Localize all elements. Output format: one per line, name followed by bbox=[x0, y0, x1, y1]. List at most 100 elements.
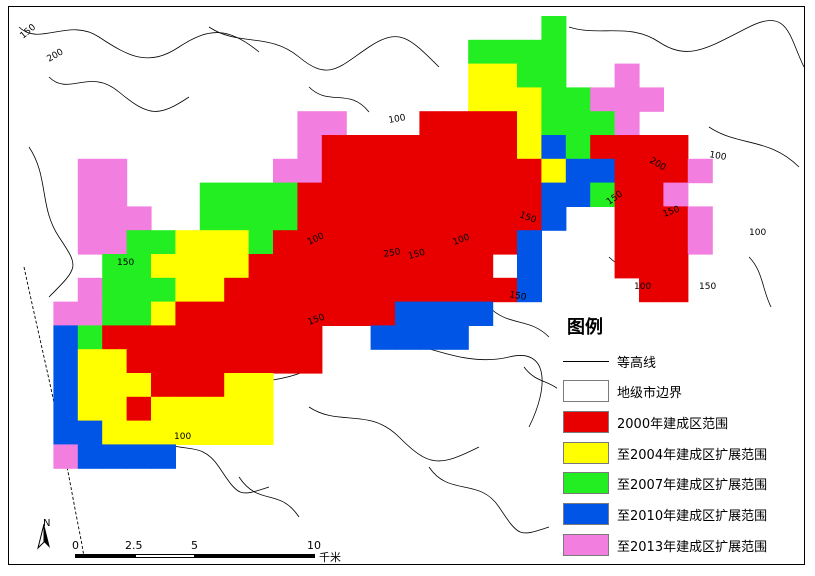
built-up-cell-y2004 bbox=[77, 373, 103, 398]
built-up-cell-y2000 bbox=[297, 349, 323, 374]
built-up-cell-y2010 bbox=[395, 301, 420, 326]
built-up-cell-y2000 bbox=[419, 182, 445, 207]
north-label: N bbox=[43, 518, 51, 529]
built-up-cell-y2013 bbox=[297, 111, 323, 136]
built-up-cell-y2007 bbox=[248, 230, 274, 255]
built-up-cell-y2000 bbox=[273, 254, 298, 279]
built-up-cell-y2000 bbox=[395, 206, 420, 231]
built-up-cell-y2000 bbox=[346, 277, 372, 303]
built-up-cell-y2000 bbox=[395, 182, 420, 207]
built-up-cell-y2000 bbox=[297, 230, 323, 255]
built-up-cell-y2000 bbox=[663, 277, 689, 303]
built-up-cell-y2007 bbox=[541, 16, 567, 41]
built-up-cell-y2004 bbox=[199, 420, 225, 445]
built-up-cell-y2013 bbox=[321, 111, 347, 136]
built-up-cell-y2000 bbox=[273, 230, 298, 255]
built-up-cell-y2007 bbox=[541, 63, 567, 88]
built-up-cell-y2007 bbox=[541, 111, 567, 136]
built-up-cell-y2000 bbox=[370, 230, 396, 255]
built-up-cell-y2000 bbox=[321, 206, 347, 231]
built-up-cell-y2000 bbox=[151, 349, 176, 374]
built-up-cell-y2000 bbox=[443, 206, 469, 231]
built-up-cell-y2007 bbox=[565, 135, 591, 160]
built-up-cell-y2000 bbox=[468, 206, 494, 231]
built-up-cell-y2013 bbox=[102, 206, 128, 231]
contour-label: 250 bbox=[383, 247, 402, 260]
built-up-cell-y2000 bbox=[321, 230, 347, 255]
built-up-cell-y2007 bbox=[517, 63, 542, 88]
built-up-cell-y2000 bbox=[492, 111, 518, 136]
contour-label: 150 bbox=[117, 258, 134, 268]
scale-tick: 0 bbox=[72, 539, 79, 552]
built-up-cell-y2013 bbox=[102, 230, 128, 255]
built-up-cell-y2000 bbox=[443, 254, 469, 279]
contour-label: 100 bbox=[174, 432, 191, 442]
built-up-cell-y2010 bbox=[565, 182, 591, 207]
built-up-cell-y2013 bbox=[77, 182, 103, 207]
north-arrow-icon bbox=[37, 516, 51, 554]
built-up-cell-y2007 bbox=[468, 39, 494, 65]
built-up-cell-y2013 bbox=[614, 63, 640, 88]
built-up-cell-y2000 bbox=[297, 277, 323, 303]
built-up-cell-y2000 bbox=[273, 349, 298, 374]
built-up-cell-y2000 bbox=[370, 158, 396, 184]
legend-fill-swatch bbox=[563, 472, 609, 494]
built-up-cell-y2004 bbox=[151, 420, 176, 445]
built-up-cell-y2010 bbox=[541, 206, 567, 231]
built-up-cell-y2000 bbox=[639, 277, 664, 303]
built-up-cell-y2007 bbox=[590, 182, 616, 207]
built-up-cell-y2013 bbox=[273, 158, 298, 184]
built-up-cell-y2007 bbox=[565, 111, 591, 136]
built-up-cell-y2000 bbox=[151, 325, 176, 350]
legend-label: 地级市边界 bbox=[617, 385, 683, 401]
built-up-cell-y2007 bbox=[199, 206, 225, 231]
built-up-cell-y2000 bbox=[492, 277, 518, 303]
built-up-cell-y2010 bbox=[517, 254, 542, 279]
built-up-cell-y2004 bbox=[102, 349, 128, 374]
built-up-cell-y2004 bbox=[175, 396, 201, 422]
built-up-cell-y2000 bbox=[370, 206, 396, 231]
built-up-cell-y2007 bbox=[151, 230, 176, 255]
built-up-cell-y2000 bbox=[346, 230, 372, 255]
legend-line-swatch bbox=[563, 350, 609, 372]
built-up-cell-y2007 bbox=[541, 39, 567, 65]
built-up-cell-y2000 bbox=[492, 158, 518, 184]
built-up-cell-y2000 bbox=[321, 135, 347, 160]
built-up-cell-y2000 bbox=[663, 230, 689, 255]
built-up-cell-y2000 bbox=[248, 277, 274, 303]
scale-unit: 千米 bbox=[319, 551, 341, 564]
scale-segment bbox=[135, 554, 195, 558]
built-up-cell-y2004 bbox=[175, 420, 201, 445]
built-up-cell-y2000 bbox=[663, 158, 689, 184]
built-up-cell-y2013 bbox=[53, 301, 79, 326]
built-up-cell-y2007 bbox=[151, 277, 176, 303]
built-up-cell-y2010 bbox=[53, 373, 79, 398]
contour-label: 100 bbox=[388, 113, 407, 126]
built-up-cell-y2000 bbox=[395, 135, 420, 160]
built-up-cell-y2007 bbox=[248, 206, 274, 231]
built-up-cell-y2010 bbox=[395, 325, 420, 350]
legend-item-2010: 至2010年建成区扩展范围 bbox=[563, 502, 767, 526]
built-up-cell-y2000 bbox=[248, 254, 274, 279]
built-up-cell-y2000 bbox=[395, 254, 420, 279]
built-up-cell-y2004 bbox=[77, 349, 103, 374]
scale-tick: 2.5 bbox=[125, 539, 143, 552]
built-up-cell-y2000 bbox=[248, 301, 274, 326]
built-up-cell-y2013 bbox=[687, 230, 713, 255]
built-up-cell-y2000 bbox=[151, 373, 176, 398]
built-up-cell-y2004 bbox=[151, 254, 176, 279]
contour-label: 150 bbox=[407, 248, 426, 262]
built-up-cell-y2000 bbox=[248, 349, 274, 374]
built-up-cell-y2000 bbox=[468, 254, 494, 279]
built-up-cell-y2004 bbox=[517, 111, 542, 136]
built-up-cell-y2000 bbox=[419, 230, 445, 255]
built-up-cell-y2010 bbox=[517, 277, 542, 303]
built-up-cell-y2010 bbox=[443, 301, 469, 326]
built-up-cell-y2013 bbox=[687, 158, 713, 184]
built-up-cell-y2007 bbox=[102, 254, 128, 279]
built-up-cell-y2004 bbox=[199, 396, 225, 422]
built-up-cell-y2000 bbox=[273, 325, 298, 350]
built-up-cell-y2000 bbox=[614, 135, 640, 160]
built-up-cell-y2013 bbox=[77, 158, 103, 184]
built-up-cell-y2004 bbox=[175, 277, 201, 303]
